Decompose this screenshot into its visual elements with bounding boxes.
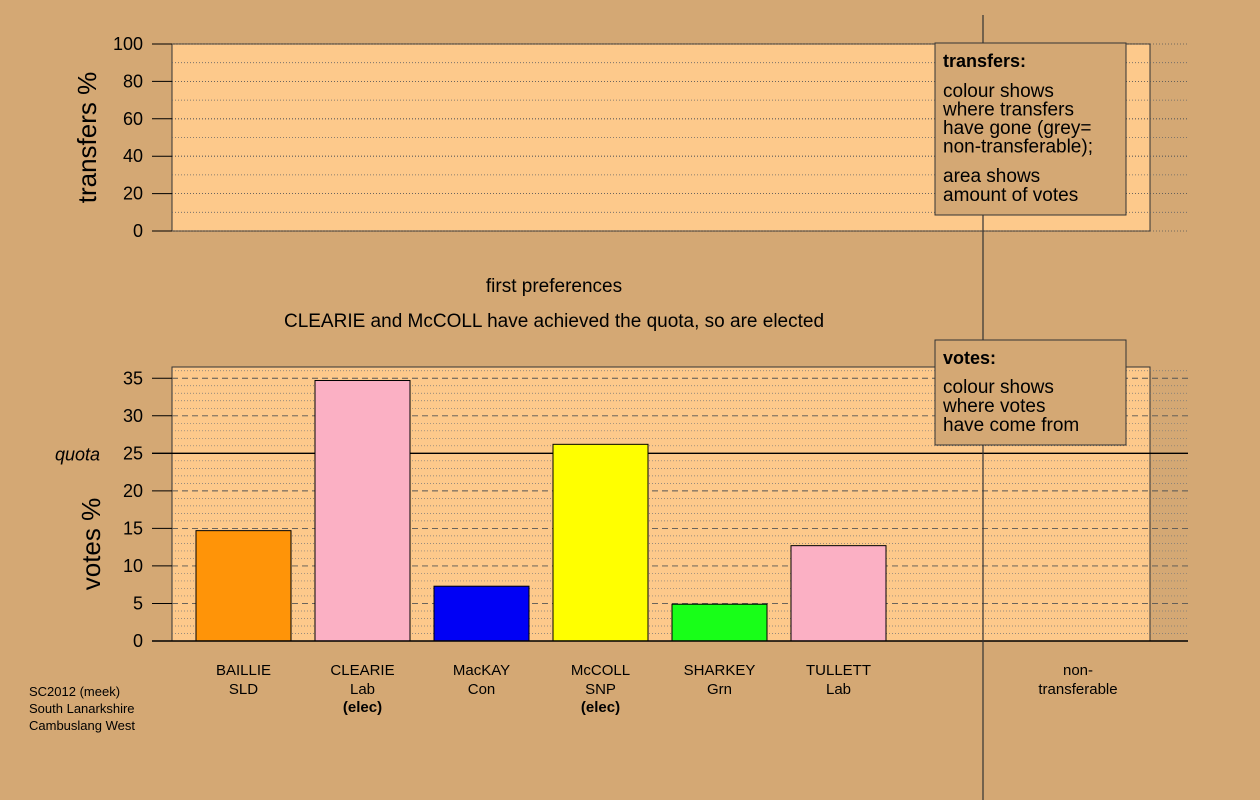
transfers-legend-line: colour shows: [943, 81, 1054, 102]
candidate-party: SNP: [585, 681, 616, 698]
non-transferable-label: non-: [1063, 662, 1093, 679]
votes-tick-label: 10: [123, 556, 143, 576]
votes-tick-label: 25: [123, 443, 143, 463]
votes-tick-label: 35: [123, 368, 143, 388]
candidate-party: SLD: [229, 681, 258, 698]
candidate-party: Lab: [350, 681, 375, 698]
chart-title: first preferences: [486, 276, 622, 297]
candidate-name: BAILLIE: [216, 662, 271, 679]
candidate-name: CLEARIE: [330, 662, 394, 679]
candidate-name: SHARKEY: [684, 662, 756, 679]
votes-legend-title: votes:: [943, 348, 996, 368]
votes-axis-title: votes %: [76, 498, 106, 591]
footer-line: South Lanarkshire: [29, 701, 135, 716]
transfers-tick-label: 40: [123, 146, 143, 166]
transfers-axis-title: transfers %: [72, 72, 102, 204]
candidate-party: Grn: [707, 681, 732, 698]
transfers-tick-label: 80: [123, 71, 143, 91]
bar-mccoll: [552, 443, 649, 642]
votes-tick-label: 20: [123, 481, 143, 501]
transfers-tick-label: 60: [123, 109, 143, 129]
votes-legend-box: [934, 339, 1127, 446]
transfers-legend-line: non-transferable);: [943, 137, 1093, 158]
votes-tick-label: 30: [123, 406, 143, 426]
transfers-legend-line: area shows: [943, 166, 1040, 187]
votes-tick-label: 0: [133, 631, 143, 651]
chart-subtitle: CLEARIE and McCOLL have achieved the quo…: [284, 311, 824, 332]
bar-baillie: [195, 530, 292, 642]
bar-tullett: [790, 545, 887, 642]
candidate-name: MacKAY: [453, 662, 510, 679]
transfers-legend-line: where transfers: [942, 100, 1074, 121]
candidate-elected: (elec): [343, 699, 382, 716]
transfers-legend-box: [934, 42, 1127, 216]
votes-legend-line: have come from: [943, 415, 1079, 436]
transfers-legend-line: have gone (grey=: [943, 118, 1091, 139]
footer-line: Cambuslang West: [29, 718, 135, 733]
candidate-party: Con: [468, 681, 496, 698]
bar-clearie: [314, 380, 411, 642]
bar-sharkey: [671, 603, 768, 642]
votes-legend-line: where votes: [942, 396, 1045, 417]
transfers-tick-label: 20: [123, 184, 143, 204]
votes-tick-label: 5: [133, 593, 143, 613]
quota-label: quota: [55, 444, 100, 464]
candidate-elected: (elec): [581, 699, 620, 716]
votes-tick-label: 15: [123, 518, 143, 538]
footer-line: SC2012 (meek): [29, 684, 120, 699]
transfers-tick-label: 100: [113, 34, 143, 54]
transfers-legend-title: transfers:: [943, 51, 1026, 71]
transfers-tick-label: 0: [133, 221, 143, 241]
candidate-name: TULLETT: [806, 662, 871, 679]
non-transferable-label: transferable: [1038, 681, 1117, 698]
bar-mackay: [433, 585, 530, 642]
votes-legend-line: colour shows: [943, 377, 1054, 398]
transfers-legend-line: amount of votes: [943, 185, 1078, 206]
candidate-name: McCOLL: [571, 662, 630, 679]
candidate-party: Lab: [826, 681, 851, 698]
